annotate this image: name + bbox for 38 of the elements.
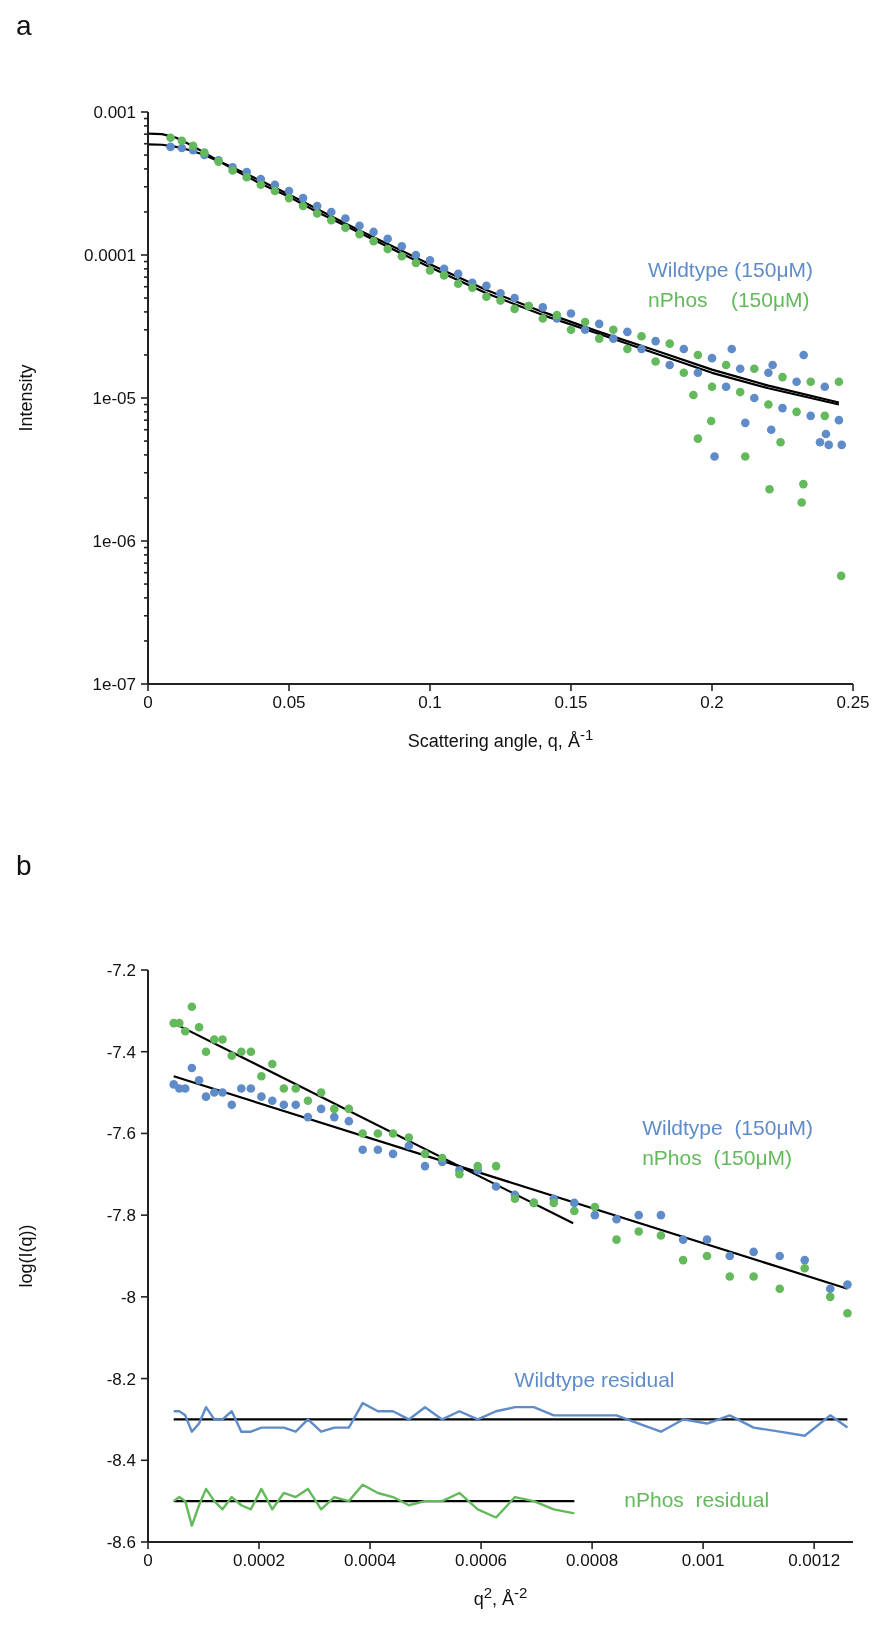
text: Wildtype (150μM) <box>648 257 813 283</box>
x-tick-label: 0 <box>143 693 153 712</box>
x-tick-label: 0.0002 <box>233 1551 286 1570</box>
x-tick-label: 0.0008 <box>566 1551 619 1570</box>
x-tick-label: 0.0012 <box>788 1551 841 1570</box>
y-tick-label: -8 <box>120 1287 136 1307</box>
x-tick-label: 0.25 <box>836 693 870 712</box>
x-tick-label: 0.001 <box>681 1551 725 1570</box>
series-label: Wildtype residual <box>514 1367 675 1392</box>
y-tick-label: -8.4 <box>106 1451 136 1471</box>
y-tick-label: -8.6 <box>106 1532 136 1552</box>
y-tick-label: 0.001 <box>93 102 136 122</box>
x-tick-label: 0.2 <box>700 693 724 712</box>
series-label: nPhos (150μM) <box>648 287 811 313</box>
y-tick-label: -7.4 <box>106 1042 136 1062</box>
y-tick-label: 0.0001 <box>84 245 136 265</box>
chart-title: a <box>16 10 32 42</box>
text: Wildtype (150μM) <box>642 1115 813 1141</box>
x-tick-label: 0.05 <box>272 693 306 712</box>
x-tick-label: 0.0004 <box>344 1551 397 1570</box>
x-tick-label: 0.0006 <box>455 1551 508 1570</box>
y-tick-label: -7.6 <box>106 1124 136 1144</box>
y-tick-label: 1e-05 <box>92 388 136 408</box>
y-axis-title: Intensity <box>15 364 37 432</box>
x-tick-label: 0.15 <box>554 693 588 712</box>
y-tick-label: -7.2 <box>106 960 136 980</box>
y-tick-label: 1e-06 <box>92 531 136 551</box>
y-tick-label: -8.2 <box>106 1369 136 1389</box>
x-axis-title: Scattering angle, q, Å$^{-1}$ <box>407 726 594 752</box>
x-tick-label: 0 <box>143 1551 153 1570</box>
x-tick-label: 0.1 <box>418 693 442 712</box>
text: nPhos residual <box>624 1487 770 1512</box>
y-tick-label: -7.8 <box>106 1206 136 1226</box>
chart-title: b <box>16 850 32 882</box>
y-axis-title: log(I(q)) <box>15 1224 37 1288</box>
text: nPhos (150μM) <box>642 1145 794 1171</box>
x-axis-title: q$^{2}$, Å$^{-2}$ <box>473 1584 528 1610</box>
y-tick-label: 1e-07 <box>92 674 136 694</box>
